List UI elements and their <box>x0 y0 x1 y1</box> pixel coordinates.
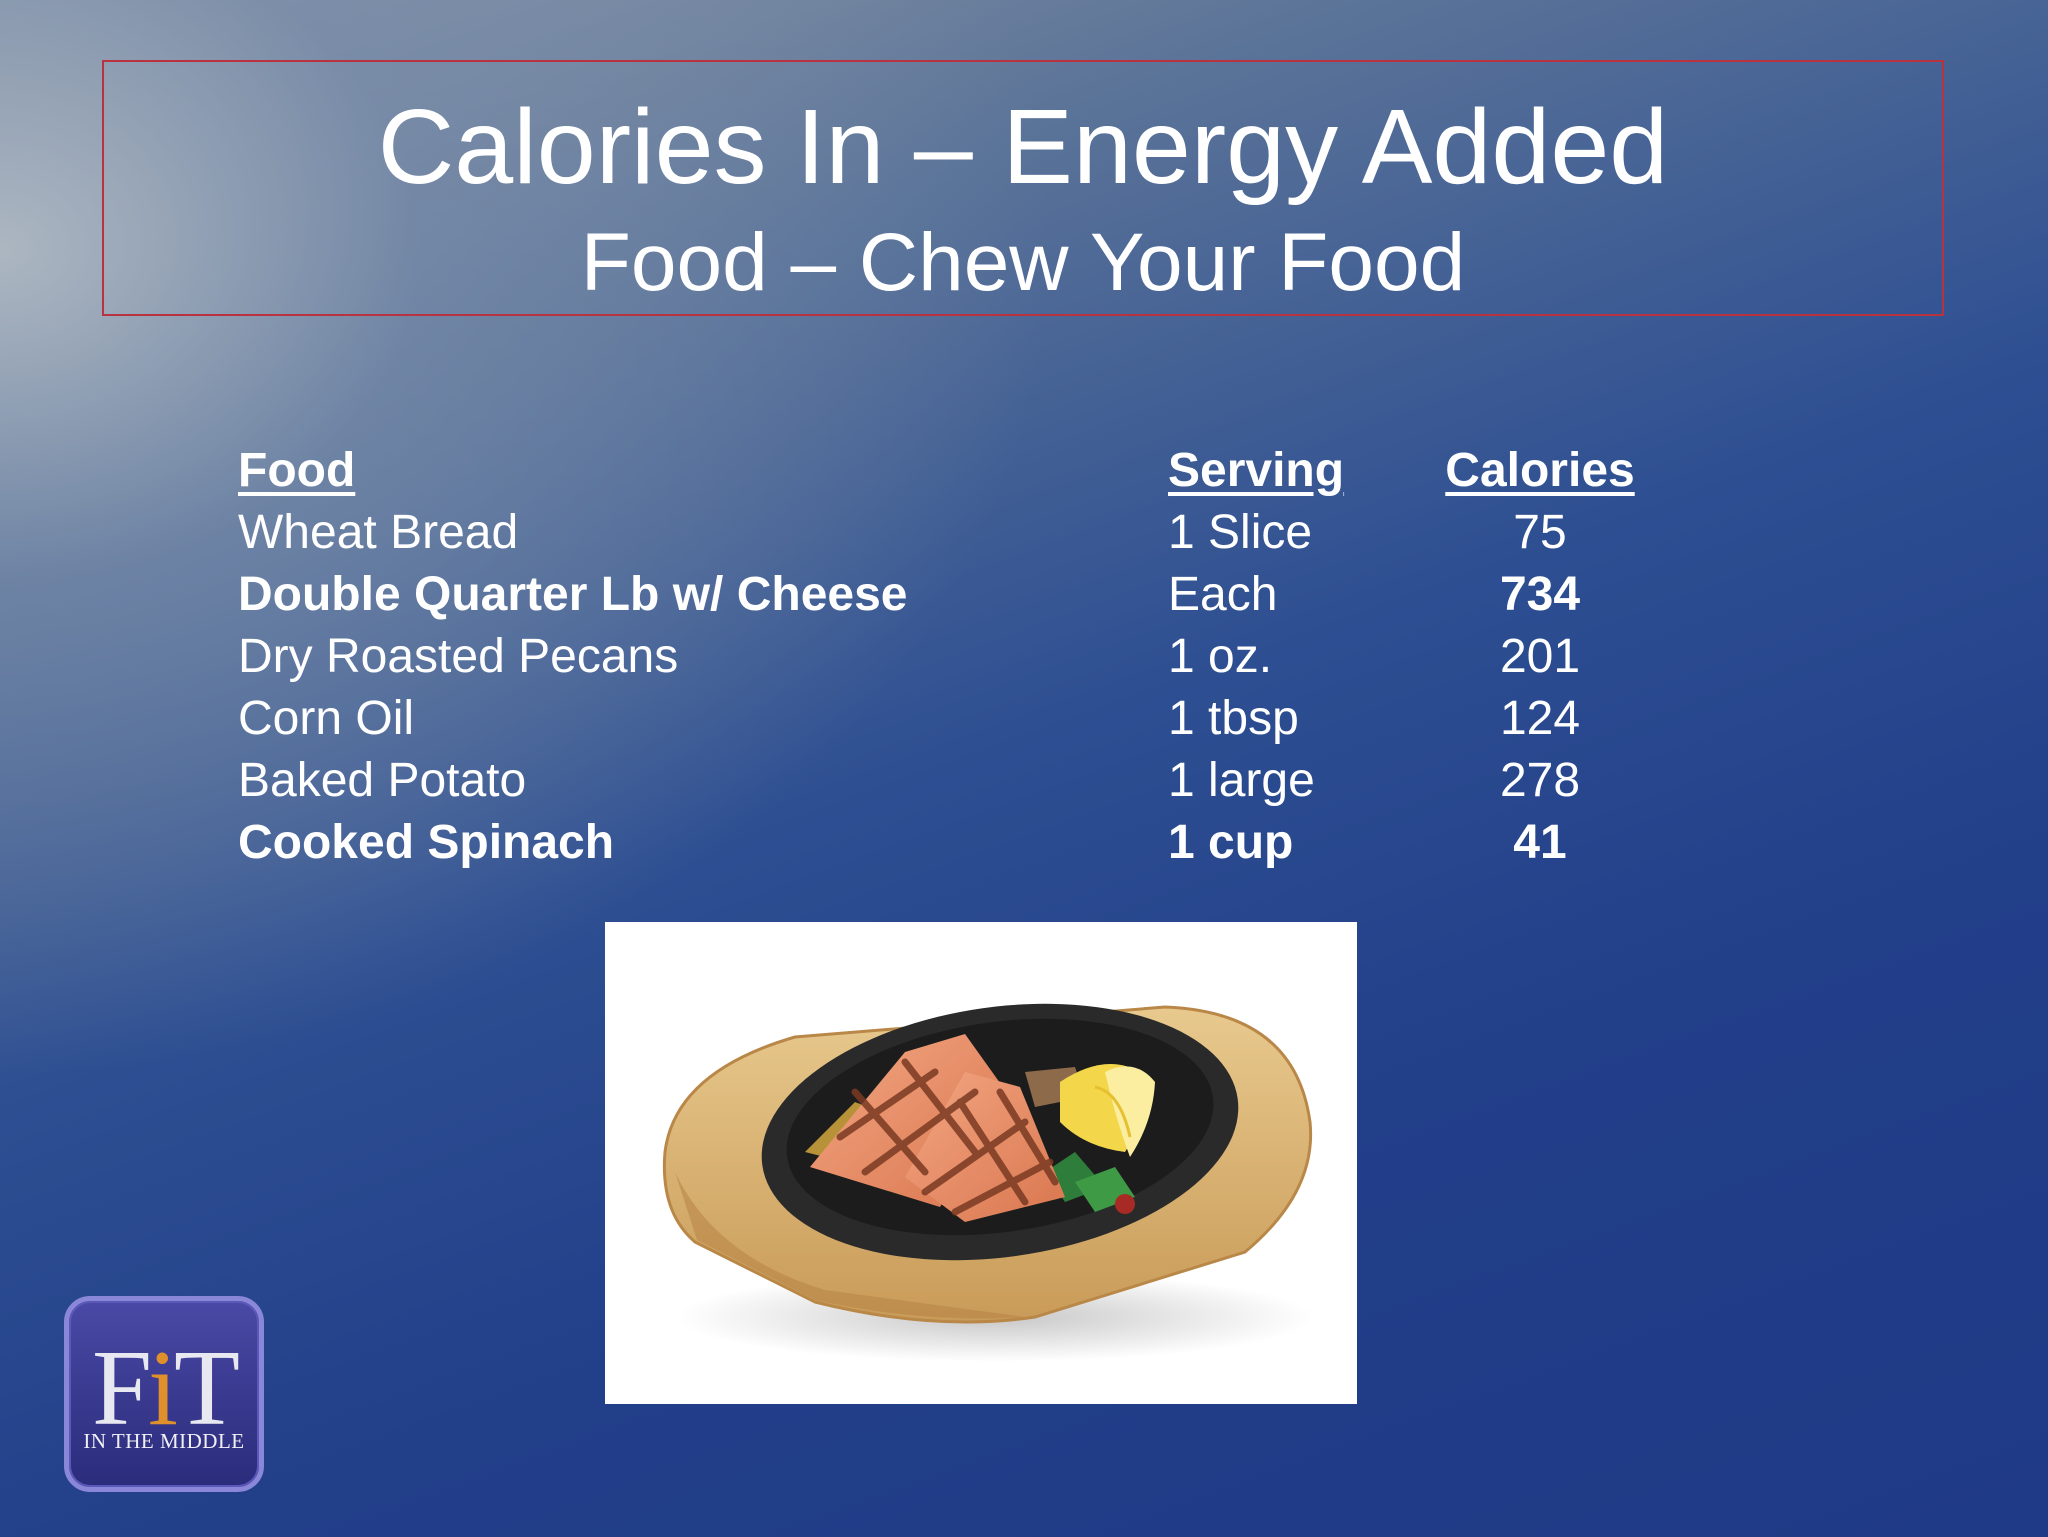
slide-title: Calories In – Energy Added <box>377 88 1669 206</box>
food-name: Wheat Bread <box>238 506 519 559</box>
food-serving: 1 Slice <box>1168 506 1313 559</box>
table-row: Corn Oil 1 tbsp 124 <box>238 688 1738 750</box>
food-calories: 41 <box>1513 816 1567 869</box>
fit-in-the-middle-logo: FiT IN THE MIDDLE <box>64 1296 264 1492</box>
title-box: Calories In – Energy Added Food – Chew Y… <box>102 60 1944 316</box>
logo-tagline: IN THE MIDDLE <box>83 1429 245 1453</box>
food-serving: 1 tbsp <box>1168 692 1299 745</box>
table-row: Double Quarter Lb w/ Cheese Each 734 <box>238 564 1738 626</box>
food-calories: 124 <box>1499 692 1581 745</box>
food-name: Dry Roasted Pecans <box>238 630 679 683</box>
table-row: Baked Potato 1 large 278 <box>238 750 1738 812</box>
logo-wordmark: FiT <box>69 1335 259 1443</box>
grilled-salmon-illustration <box>662 1003 1315 1362</box>
logo-letter-i: i <box>148 1329 178 1448</box>
calorie-table: Food Serving Calories Wheat Bread 1 Slic… <box>238 440 1738 874</box>
food-serving: 1 oz. <box>1168 630 1273 683</box>
header-serving: Serving <box>1168 444 1345 497</box>
table-row: Wheat Bread 1 Slice 75 <box>238 502 1738 564</box>
food-name: Cooked Spinach <box>238 816 615 869</box>
logo-letter-f: F <box>91 1329 152 1448</box>
food-serving: Each <box>1168 568 1278 621</box>
food-serving: 1 large <box>1168 754 1315 807</box>
food-name: Baked Potato <box>238 754 527 807</box>
table-row: Cooked Spinach 1 cup 41 <box>238 812 1738 874</box>
logo-letter-t: T <box>174 1329 240 1448</box>
table-row: Dry Roasted Pecans 1 oz. 201 <box>238 626 1738 688</box>
food-serving: 1 cup <box>1168 816 1294 869</box>
food-photo <box>605 922 1357 1404</box>
header-food: Food <box>238 444 356 497</box>
slide-subtitle: Food – Chew Your Food <box>580 217 1466 308</box>
table-header-row: Food Serving Calories <box>238 440 1738 502</box>
food-calories: 734 <box>1499 568 1581 621</box>
food-calories: 278 <box>1499 754 1581 807</box>
food-calories: 201 <box>1499 630 1581 683</box>
header-calories: Calories <box>1445 444 1635 497</box>
food-calories: 75 <box>1513 506 1567 559</box>
food-name: Double Quarter Lb w/ Cheese <box>238 568 908 621</box>
food-name: Corn Oil <box>238 692 415 745</box>
